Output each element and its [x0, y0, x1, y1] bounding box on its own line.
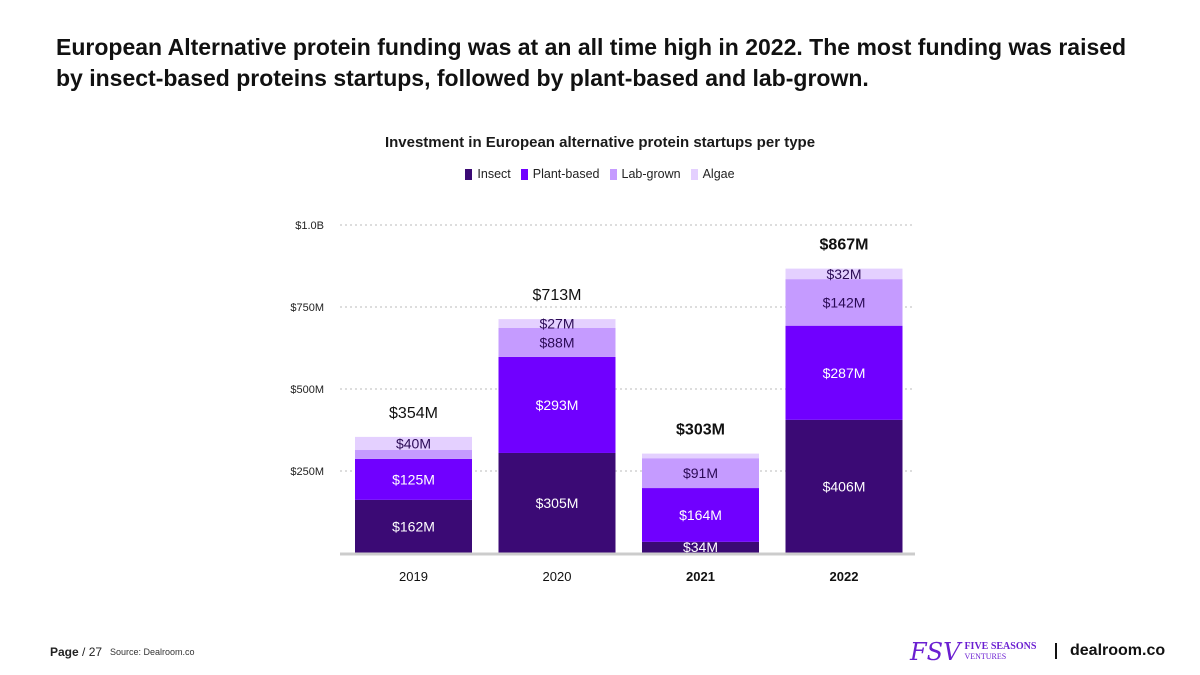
bar-segment — [785, 325, 903, 420]
fsv-monogram: FSV — [910, 638, 961, 666]
bar-segment — [785, 279, 903, 326]
total-label: $354M — [389, 405, 438, 422]
bar-segment — [498, 327, 616, 357]
data-label: $34M — [683, 539, 718, 555]
legend-swatch-plant-based — [520, 168, 528, 180]
data-label: $91M — [683, 465, 718, 481]
bar-segment — [498, 356, 616, 453]
data-label: $164M — [679, 507, 722, 523]
legend-label: Plant-based — [532, 167, 600, 181]
legend-label: Insect — [477, 167, 511, 181]
legend-item-algae: Algae — [690, 167, 735, 181]
dealroom-logo: dealroom.co — [1070, 642, 1166, 659]
data-label: $40M — [396, 435, 431, 451]
data-label: $88M — [539, 334, 574, 350]
bar-segment — [498, 452, 616, 553]
x-tick-label: 2022 — [830, 569, 859, 584]
total-label: $713M — [533, 287, 582, 304]
legend-item-insect: Insect — [465, 167, 511, 181]
bar-segment — [355, 436, 472, 451]
bar-segment — [355, 450, 472, 459]
y-tick-label: $250M — [290, 466, 324, 478]
legend-item-plant-based: Plant-based — [520, 167, 600, 181]
data-label: $406M — [823, 478, 866, 494]
y-tick-label: $1.0B — [295, 220, 324, 232]
legend-label: Algae — [702, 167, 735, 181]
x-tick-label: 2021 — [686, 569, 715, 584]
bar-segment — [785, 419, 903, 553]
five-seasons-logo: FSV FIVE SEASONS VENTURES — [910, 640, 1036, 664]
x-tick-label: 2019 — [399, 569, 428, 584]
data-label: $287M — [823, 365, 866, 381]
y-tick-label: $750M — [290, 302, 324, 314]
bar-segment — [642, 541, 759, 553]
bar-segment — [355, 458, 472, 500]
chart-title: Investment in European alternative prote… — [384, 134, 816, 151]
data-label: $293M — [536, 397, 579, 413]
data-label: $162M — [392, 518, 435, 534]
data-label: $305M — [536, 495, 579, 511]
legend-swatch-algae — [690, 168, 698, 180]
x-tick-label: 2020 — [543, 569, 572, 584]
headline: European Alternative protein funding was… — [56, 34, 1127, 91]
y-tick-label: $500M — [290, 384, 324, 396]
chart-legend: Insect Plant-based Lab-grown Algae — [280, 167, 920, 181]
bar-segment — [642, 458, 759, 489]
data-label: $27M — [539, 316, 574, 332]
bar-segment — [498, 319, 616, 328]
data-label: $32M — [826, 266, 861, 282]
bar-segment — [785, 268, 903, 280]
bar-segment — [642, 453, 759, 459]
logo-divider — [1055, 643, 1057, 659]
source-note: Source: Dealroom.co — [110, 647, 195, 657]
total-label: $303M — [676, 422, 725, 439]
total-label: $867M — [820, 237, 869, 254]
fsv-line2: VENTURES — [964, 652, 1007, 661]
page-number: Page / 27 — [50, 645, 103, 659]
legend-swatch-insect — [465, 168, 473, 180]
legend-item-lab-grown: Lab-grown — [609, 167, 681, 181]
data-label: $125M — [392, 471, 435, 487]
bar-segment — [642, 488, 759, 542]
bar-segment — [355, 499, 472, 553]
data-label: $142M — [823, 294, 866, 310]
legend-label: Lab-grown — [621, 167, 681, 181]
fsv-line1: FIVE SEASONS — [964, 641, 1037, 652]
legend-swatch-lab-grown — [609, 168, 617, 180]
